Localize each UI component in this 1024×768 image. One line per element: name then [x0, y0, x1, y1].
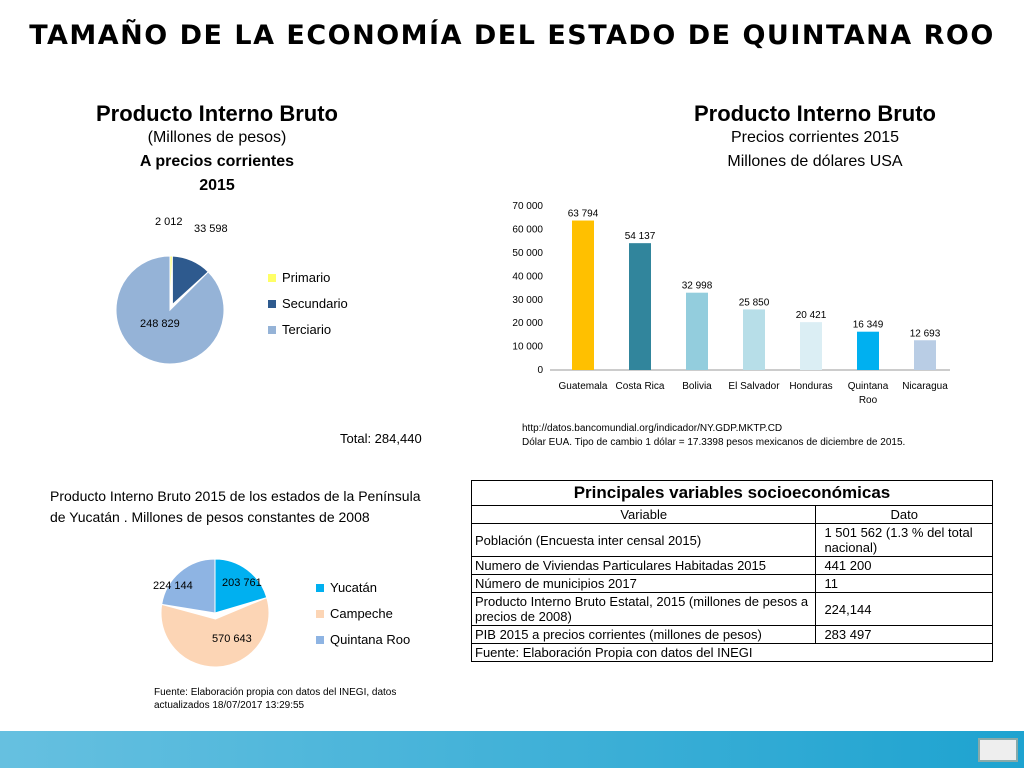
- col-variable: Variable: [470, 505, 817, 524]
- bar-ytick: 0: [537, 365, 543, 376]
- pie2-source: Fuente: Elaboración propia con datos del…: [154, 687, 397, 711]
- bar-ytick: 50 000: [512, 248, 543, 259]
- pie2-chart: 203 761 570 643 224 144: [153, 558, 270, 668]
- row-value: 1 501 562 (1.3 % del total nacional): [815, 523, 993, 557]
- bar-header: Producto Interno Bruto Precios corriente…: [665, 102, 965, 174]
- pie2-label: 570 643: [212, 633, 252, 645]
- pie1-legend-item: Secundario: [268, 291, 348, 317]
- pie2-legend-item: Campeche: [316, 601, 410, 627]
- bar: [572, 220, 594, 370]
- row-variable: Número de municipios 2017: [470, 574, 817, 593]
- bar-category-label: Quintana: [848, 381, 889, 392]
- pie1-label: 33 598: [194, 223, 228, 235]
- bar-ytick: 30 000: [512, 295, 543, 306]
- bar-value-label: 54 137: [625, 231, 656, 242]
- bar-source-note: Dólar EUA. Tipo de cambio 1 dólar = 17.3…: [522, 437, 906, 448]
- bar-category-label: Roo: [859, 395, 878, 406]
- table-row: Población (Encuesta inter censal 2015) 1 …: [470, 523, 993, 557]
- pie2-legend: Yucatán Campeche Quintana Roo: [316, 575, 410, 653]
- bar-value-label: 32 998: [682, 281, 713, 292]
- bar: [686, 292, 708, 370]
- bar-category-label: Guatemala: [559, 381, 608, 392]
- bar: [914, 340, 936, 370]
- pie1-legend-item: Primario: [268, 265, 348, 291]
- bar-category-label: El Salvador: [728, 381, 780, 392]
- bar-ytick: 60 000: [512, 225, 543, 236]
- bar: [629, 243, 651, 370]
- pie2-slice: [161, 558, 216, 614]
- bottom-band: [0, 731, 1024, 768]
- bar: [743, 309, 765, 370]
- pie1-year: 2015: [199, 177, 235, 194]
- pie1-header: Producto Interno Bruto (Millones de peso…: [67, 102, 367, 198]
- pie1-legend-item: Terciario: [268, 317, 348, 343]
- pie1-label: 2 012: [155, 216, 183, 228]
- bar-category-label: Bolivia: [682, 381, 712, 392]
- bar-value-label: 12 693: [910, 328, 941, 339]
- pie2-legend-item: Quintana Roo: [316, 627, 410, 653]
- pie2-legend-item: Yucatán: [316, 575, 410, 601]
- table-title: Principales variables socioeconómicas: [471, 480, 993, 506]
- bar-ytick: 70 000: [512, 201, 543, 212]
- page-title: TAMAÑO DE LA ECONOMÍA DEL ESTADO DE QUIN…: [29, 20, 995, 51]
- bar-chart: 0 10 000 20 000 30 000 40 000 50 000 60 000 70 …: [512, 201, 950, 406]
- row-variable: Población (Encuesta inter censal 2015): [470, 523, 817, 557]
- pie2-label: 224 144: [153, 580, 193, 592]
- pie1-total: Total: 284,440: [340, 431, 422, 446]
- pie1-chart: 2 012 33 598 248 829: [115, 216, 228, 365]
- bar-subtitle2: Millones de dólares USA: [727, 153, 903, 170]
- col-dato: Dato: [815, 505, 993, 524]
- pie2-title: Producto Interno Bruto 2015 de los estad…: [50, 488, 421, 525]
- table-row: PIB 2015 a precios corrientes (millones …: [470, 625, 993, 644]
- bar-source: http://datos.bancomundial.org/indicador/…: [522, 422, 905, 450]
- bar-ytick: 10 000: [512, 342, 543, 353]
- row-value: 224,144: [815, 592, 993, 626]
- socioeconomic-table: Principales variables socioeconómicas Va…: [470, 480, 993, 662]
- bar-value-label: 25 850: [739, 297, 770, 308]
- pie1-legend: Primario Secundario Terciario: [268, 265, 348, 343]
- row-value: 11: [815, 574, 993, 593]
- pie2-label: 203 761: [222, 577, 262, 589]
- bar-ytick: 20 000: [512, 318, 543, 329]
- table-row: Número de municipios 2017 11: [470, 574, 993, 593]
- bar: [857, 331, 879, 370]
- pie2-slice: [160, 596, 270, 668]
- table-row: Numero de Viviendas Particulares Habitad…: [470, 556, 993, 575]
- bar-value-label: 20 421: [796, 310, 827, 321]
- bar-category-label: Honduras: [789, 381, 832, 392]
- row-variable: Numero de Viviendas Particulares Habitad…: [470, 556, 817, 575]
- bar-title: Producto Interno Bruto: [694, 101, 936, 126]
- bar-subtitle: Precios corrientes 2015: [730, 129, 900, 146]
- bar-category-label: Costa Rica: [616, 381, 665, 392]
- bar-value-label: 16 349: [853, 320, 884, 331]
- row-value: 283 497: [815, 625, 993, 644]
- pie1-subtitle2: A precios corrientes: [139, 153, 295, 170]
- bar-ytick: 40 000: [512, 271, 543, 282]
- pie1-title: Producto Interno Bruto: [96, 101, 338, 126]
- pie1-label: 248 829: [140, 318, 180, 330]
- row-variable: Producto Interno Bruto Estatal, 2015 (mi…: [470, 592, 817, 626]
- pie1-subtitle: (Millones de pesos): [147, 129, 287, 146]
- bar-category-label: Nicaragua: [902, 381, 948, 392]
- bar-value-label: 63 794: [568, 209, 599, 220]
- row-value: 441 200: [815, 556, 993, 575]
- table-row: Producto Interno Bruto Estatal, 2015 (mi…: [470, 592, 993, 626]
- home-button[interactable]: [978, 738, 1018, 762]
- row-variable: PIB 2015 a precios corrientes (millones …: [470, 625, 817, 644]
- bar-source-url: http://datos.bancomundial.org/indicador/…: [522, 423, 783, 434]
- pie2-slice: [214, 558, 268, 614]
- table-footnote: Fuente: Elaboración Propia con datos del…: [471, 643, 993, 662]
- pie1-slice: [115, 255, 225, 365]
- bar: [800, 322, 822, 370]
